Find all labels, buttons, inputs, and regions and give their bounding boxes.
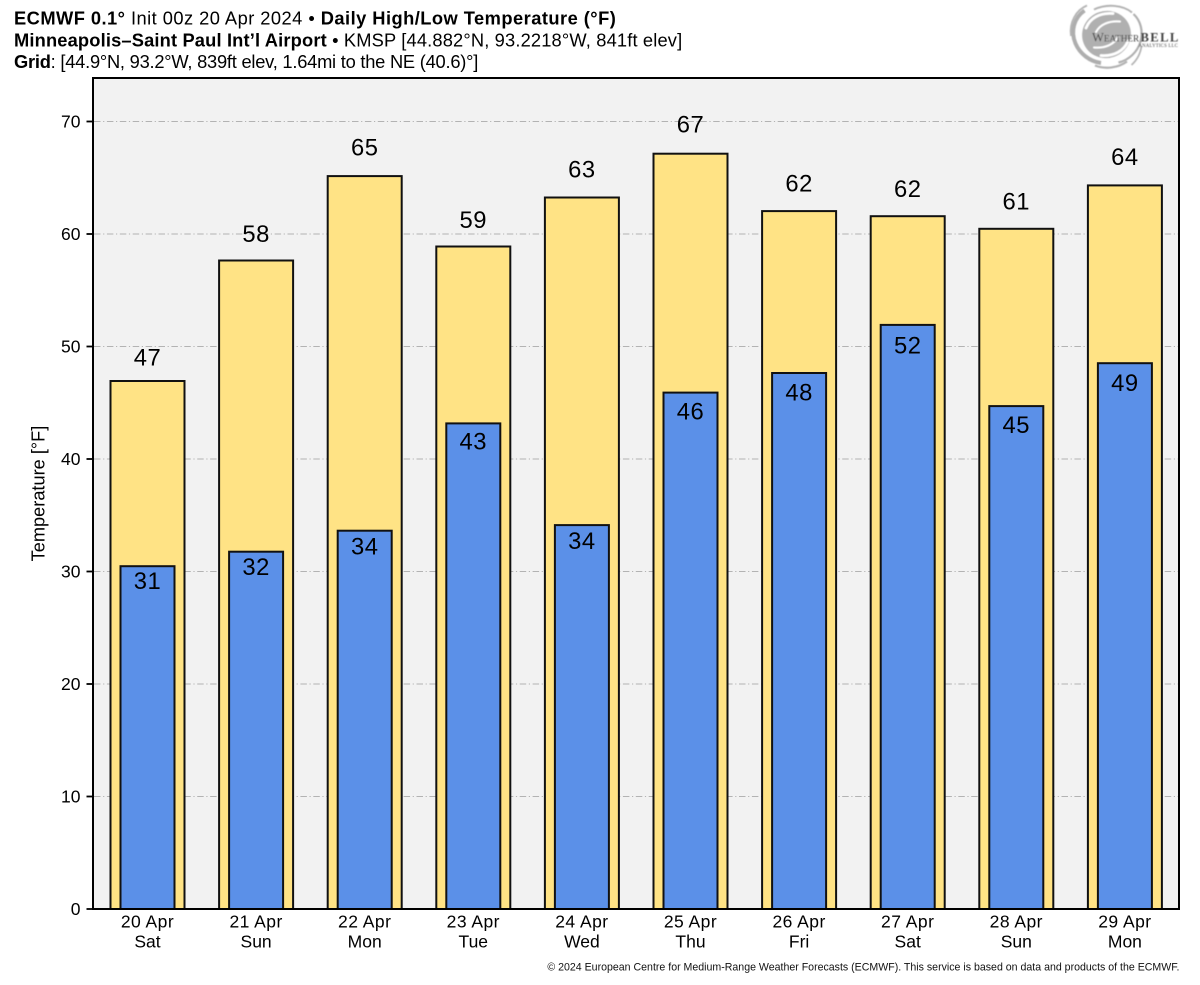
svg-text:Tue: Tue xyxy=(459,932,489,952)
svg-text:20 Apr: 20 Apr xyxy=(121,912,174,932)
svg-text:62: 62 xyxy=(785,171,812,198)
svg-text:29 Apr: 29 Apr xyxy=(1098,912,1151,932)
svg-text:20: 20 xyxy=(61,674,81,694)
svg-text:62: 62 xyxy=(894,176,921,203)
svg-text:60: 60 xyxy=(61,224,81,244)
svg-text:64: 64 xyxy=(1111,144,1138,171)
svg-text:0: 0 xyxy=(71,899,81,919)
svg-text:Sat: Sat xyxy=(134,932,160,952)
svg-text:63: 63 xyxy=(568,157,595,184)
svg-text:WEATHER: WEATHER xyxy=(1092,30,1140,44)
svg-text:49: 49 xyxy=(1111,370,1138,397)
svg-text:BELL: BELL xyxy=(1141,30,1180,44)
svg-text:Fri: Fri xyxy=(789,932,809,952)
svg-text:ANALYTICS LLC: ANALYTICS LLC xyxy=(1138,44,1178,49)
svg-text:© 2024 European Centre for Med: © 2024 European Centre for Medium-Range … xyxy=(547,962,1179,974)
svg-text:23 Apr: 23 Apr xyxy=(447,912,500,932)
svg-text:22 Apr: 22 Apr xyxy=(338,912,391,932)
svg-text:Mon: Mon xyxy=(1108,932,1142,952)
svg-text:30: 30 xyxy=(61,562,81,582)
svg-text:32: 32 xyxy=(242,554,269,581)
svg-text:Grid: [44.9°N, 93.2°W, 839ft e: Grid: [44.9°N, 93.2°W, 839ft elev, 1.64m… xyxy=(14,51,478,72)
svg-text:Temperature [°F]: Temperature [°F] xyxy=(28,426,48,562)
svg-text:50: 50 xyxy=(61,337,81,357)
svg-text:ECMWF 0.1° Init 00z 20 Apr 202: ECMWF 0.1° Init 00z 20 Apr 2024 • Daily … xyxy=(14,8,616,29)
svg-text:40: 40 xyxy=(61,449,81,469)
svg-text:34: 34 xyxy=(351,533,378,560)
svg-text:47: 47 xyxy=(134,345,161,372)
svg-text:24 Apr: 24 Apr xyxy=(555,912,608,932)
svg-text:48: 48 xyxy=(785,380,812,407)
svg-text:59: 59 xyxy=(460,207,487,234)
svg-text:70: 70 xyxy=(61,112,81,132)
svg-text:Sun: Sun xyxy=(1001,932,1032,952)
svg-text:Sat: Sat xyxy=(895,932,921,952)
svg-text:65: 65 xyxy=(351,135,378,162)
svg-text:26 Apr: 26 Apr xyxy=(772,912,825,932)
svg-text:58: 58 xyxy=(242,221,269,248)
svg-text:34: 34 xyxy=(568,528,595,555)
svg-text:67: 67 xyxy=(677,112,704,139)
svg-text:Wed: Wed xyxy=(564,932,600,952)
svg-text:61: 61 xyxy=(1003,189,1030,216)
svg-text:Sun: Sun xyxy=(241,932,272,952)
svg-text:27 Apr: 27 Apr xyxy=(881,912,934,932)
svg-text:46: 46 xyxy=(677,399,704,426)
svg-text:43: 43 xyxy=(460,429,487,456)
svg-text:31: 31 xyxy=(134,568,161,595)
svg-text:21 Apr: 21 Apr xyxy=(229,912,282,932)
svg-text:25 Apr: 25 Apr xyxy=(664,912,717,932)
svg-text:52: 52 xyxy=(894,333,921,360)
svg-text:Mon: Mon xyxy=(348,932,382,952)
svg-text:28 Apr: 28 Apr xyxy=(990,912,1043,932)
svg-text:10: 10 xyxy=(61,787,81,807)
svg-text:Thu: Thu xyxy=(675,932,705,952)
svg-text:Minneapolis–Saint Paul Int’l A: Minneapolis–Saint Paul Int’l Airport • K… xyxy=(14,29,682,50)
svg-text:45: 45 xyxy=(1003,412,1030,439)
